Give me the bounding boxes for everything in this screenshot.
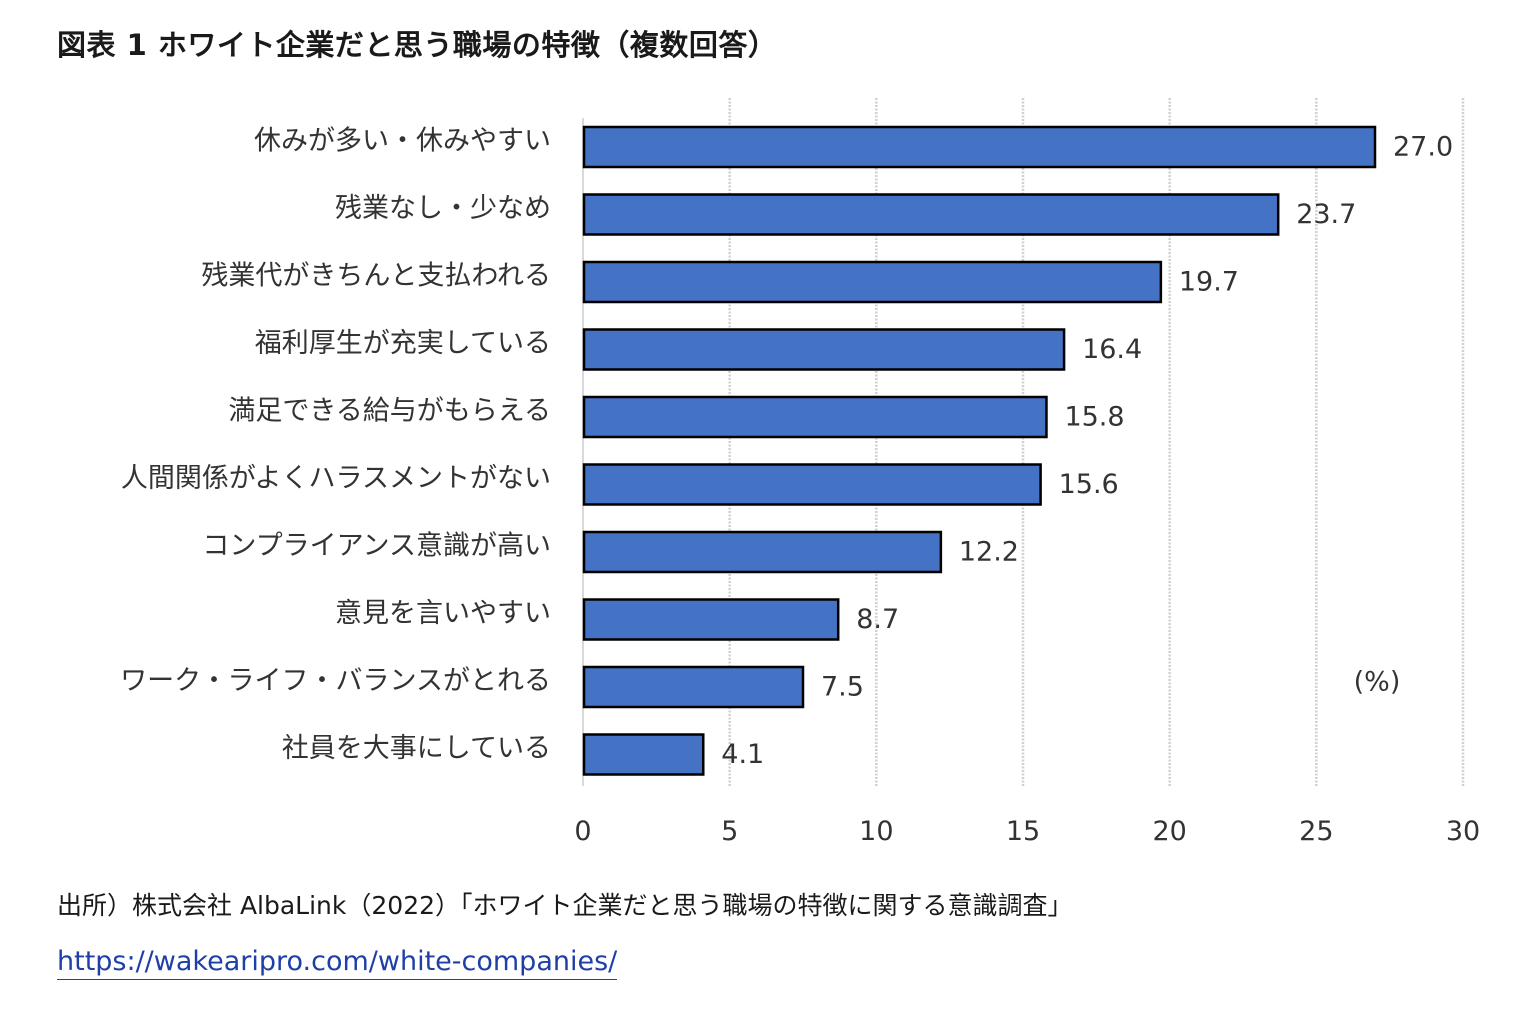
x-tick-label-30: 30 [1446,816,1480,847]
category-label: 満足できる給与がもらえる [228,396,551,427]
value-label: 27.0 [1393,132,1453,163]
unit-label: (%) [1354,667,1401,698]
category-label: 人間関係がよくハラスメントがない [121,463,551,494]
category-label: 意見を言いやすい [335,598,551,629]
category-label: 残業代がきちんと支払われる [201,261,551,292]
bar [582,260,1163,304]
bar [582,395,1048,439]
value-label: 15.6 [1059,469,1119,500]
category-label: 福利厚生が充実している [255,328,551,359]
bar [582,530,943,574]
bar [582,463,1042,506]
source-note: 出所）株式会社 AlbaLink（2022）「ホワイト企業だと思う職場の特徴に関… [57,891,1073,920]
value-label: 19.7 [1179,267,1239,298]
category-label: 社員を大事にしている [282,733,551,764]
x-tick-label-20: 20 [1152,816,1186,847]
value-label: 4.1 [721,739,764,770]
x-tick-label-25: 25 [1299,816,1333,847]
bar [582,328,1066,371]
bar [582,598,840,641]
x-tick-label-10: 10 [859,816,893,847]
label-layer: 0 5 10 15 20 25 30 休みが多い・休みやすい 27.0 残業なし・少なめ 23.7 残… [120,126,1480,848]
value-label: 23.7 [1296,199,1356,230]
category-label: コンプライアンス意識が高い [202,531,551,562]
category-label: 休みが多い・休みやすい [254,126,551,157]
value-label: 16.4 [1082,334,1142,365]
x-tick-label-0: 0 [574,816,591,847]
value-label: 7.5 [821,672,864,703]
bar [582,193,1280,236]
value-label: 12.2 [959,537,1019,568]
chart-title: 図表 1 ホワイト企業だと思う職場の特徴（複数回答） [57,28,778,62]
source-link[interactable]: https://wakearipro.com/white-companies/ [57,946,618,980]
x-tick-label-15: 15 [1006,816,1040,847]
bar [582,665,805,709]
value-label: 15.8 [1064,402,1124,433]
x-tick-label-5: 5 [721,816,738,847]
bar-layer [582,125,1377,776]
value-label: 8.7 [856,604,899,635]
category-label: ワーク・ライフ・バランスがとれる [120,666,551,697]
bar [582,125,1377,169]
bar [582,733,705,776]
category-label: 残業なし・少なめ [335,193,551,224]
